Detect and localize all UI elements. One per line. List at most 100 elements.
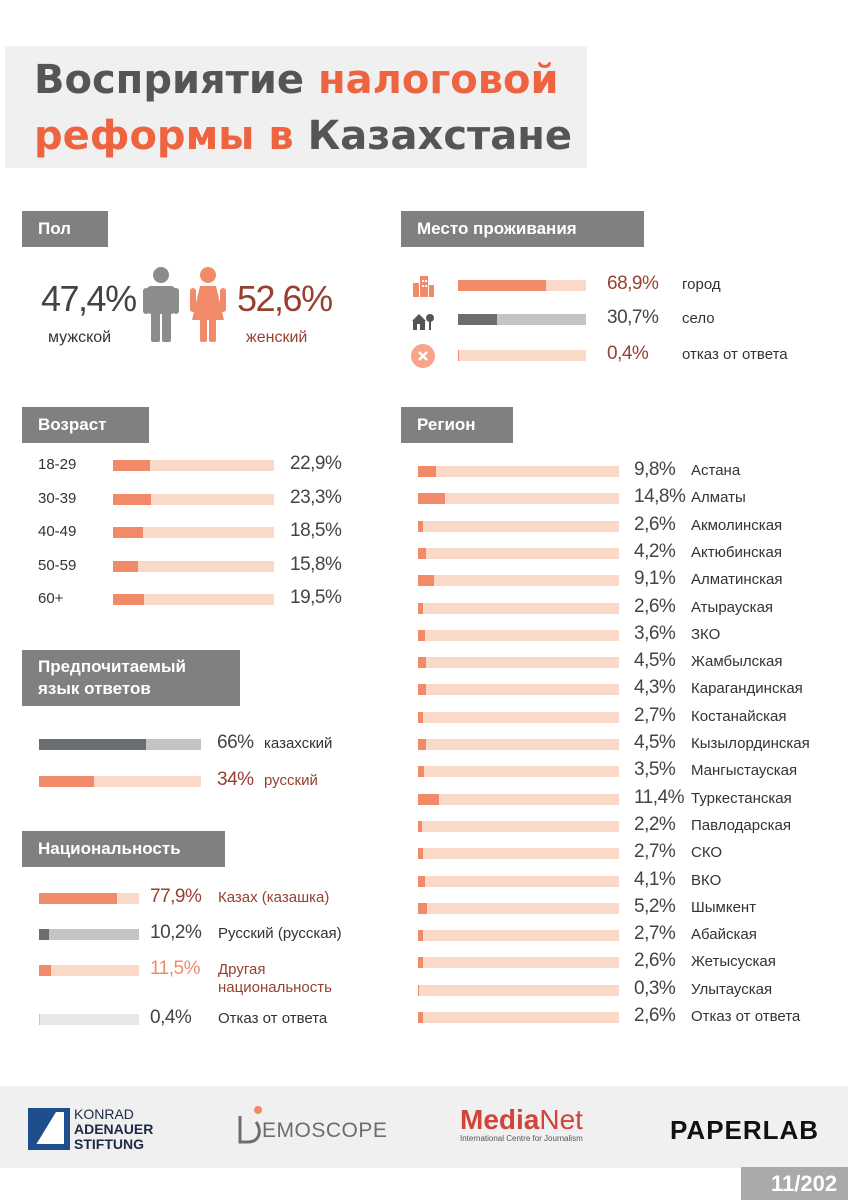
male-value: 47,4%	[41, 278, 137, 319]
nationality-label: Русский (русская)	[218, 925, 342, 942]
age-bar-track	[113, 594, 274, 605]
region-label: Мангыстауская	[691, 762, 798, 780]
age-label: 60+	[38, 590, 64, 607]
region-label: Кызылординская	[691, 735, 810, 752]
region-label: Шымкент	[691, 898, 757, 916]
age-label: 40-49	[38, 523, 77, 540]
region-bar-track	[418, 902, 619, 914]
residence-label: город	[682, 276, 721, 293]
region-label: Абайская	[691, 926, 757, 944]
demoscope-logo-mark	[238, 1106, 262, 1144]
region-label: Павлодарская	[691, 816, 791, 834]
language-value: 34%	[217, 769, 254, 790]
age-value: 15,8%	[290, 553, 342, 575]
age-bar-fill	[113, 527, 143, 538]
region-bar-track	[418, 493, 619, 505]
region-value: 9,8%	[634, 459, 676, 480]
region-bar-fill	[418, 602, 423, 614]
paperlab-logo: PAPERLAB	[670, 1115, 820, 1145]
region-bar-fill	[418, 793, 439, 805]
region-value: 4,3%	[634, 677, 676, 699]
region-value: 2,2%	[634, 813, 676, 835]
region-value: 2,6%	[634, 950, 676, 972]
region-value: 5,2%	[634, 895, 676, 917]
age-bar-track	[113, 493, 274, 505]
region-bar-track	[418, 711, 619, 723]
residence-value: 0,4%	[607, 343, 649, 364]
region-bar-fill	[418, 930, 423, 942]
age-value: 22,9%	[290, 453, 342, 474]
region-bar-fill	[418, 1012, 423, 1023]
region-bar-track	[418, 848, 619, 860]
language-bar-fill	[39, 739, 146, 750]
nationality-value: 77,9%	[150, 886, 202, 907]
language-bar-fill	[39, 776, 95, 787]
region-value: 2,7%	[634, 923, 676, 945]
male-person-icon	[143, 267, 179, 342]
city-icon	[410, 273, 436, 299]
female-label: женский	[246, 329, 308, 346]
residence-bar-fill	[458, 350, 459, 361]
region-value: 2,6%	[634, 1005, 676, 1026]
nationality-label-line1: Другая	[218, 961, 266, 978]
nationality-value: 11,5%	[150, 958, 200, 979]
region-bar-fill	[418, 984, 419, 996]
male-label: мужской	[48, 329, 112, 346]
residence-bar-track	[458, 314, 586, 325]
region-bar-track	[418, 875, 619, 887]
region-bar-track	[418, 793, 619, 805]
region-value: 9,1%	[634, 568, 676, 590]
section-header-residence: Место проживания	[401, 211, 644, 247]
nationality-bar-track	[39, 965, 139, 976]
region-bar-fill	[418, 766, 425, 778]
nationality-bar-fill	[39, 893, 117, 904]
section-header-nationality: Национальность	[22, 831, 225, 867]
residence-label: село	[682, 310, 715, 327]
region-bar-fill	[418, 629, 425, 641]
region-value: 2,7%	[634, 841, 676, 863]
region-value: 3,5%	[634, 759, 676, 781]
region-bar-fill	[418, 520, 423, 532]
region-label: Отказ от ответа	[691, 1008, 801, 1025]
nationality-bar-track	[39, 1014, 139, 1025]
region-label: Алматинская	[691, 571, 783, 589]
medianet-logo: MediaNet International Centre for Journa…	[460, 1104, 583, 1143]
region-value: 11,4%	[634, 786, 684, 808]
nationality-bar-track	[39, 929, 139, 940]
region-bar-fill	[418, 493, 445, 505]
nationality-bar-fill	[39, 965, 51, 976]
region-bar-track	[418, 520, 619, 532]
residence-label: отказ от ответа	[682, 346, 788, 363]
region-bar-fill	[418, 711, 423, 723]
region-bar-fill	[418, 684, 426, 696]
title-background	[5, 46, 587, 168]
nationality-bar-fill	[39, 929, 50, 940]
region-bar-fill	[418, 466, 436, 477]
age-value: 19,5%	[290, 587, 342, 608]
region-value: 3,6%	[634, 622, 676, 644]
residence-bar-fill	[458, 314, 498, 325]
age-value: 23,3%	[290, 486, 342, 508]
region-bar-track	[418, 575, 619, 587]
age-bar-track	[113, 460, 274, 471]
language-label: русский	[264, 772, 318, 789]
region-label: Атырауская	[691, 598, 774, 616]
kas-logo-mark	[28, 1108, 70, 1150]
age-label: 30-39	[38, 489, 77, 507]
region-label: Карагандинская	[691, 680, 803, 698]
nationality-label: Казах (казашка)	[218, 889, 330, 906]
region-value: 2,6%	[634, 513, 676, 535]
region-label: Туркестанская	[691, 789, 792, 807]
region-bar-track	[418, 739, 619, 750]
region-bar-track	[418, 657, 619, 669]
village-icon	[410, 307, 436, 333]
section-header-gender: Пол	[22, 211, 108, 247]
region-bar-fill	[418, 875, 426, 887]
region-value: 14,8%	[634, 486, 686, 508]
close-circle-icon	[410, 343, 436, 369]
nationality-label: Отказ от ответа	[218, 1010, 328, 1027]
region-bar-fill	[418, 575, 435, 587]
region-bar-fill	[418, 902, 428, 914]
region-bar-track	[418, 602, 619, 614]
residence-bar-fill	[458, 280, 547, 291]
